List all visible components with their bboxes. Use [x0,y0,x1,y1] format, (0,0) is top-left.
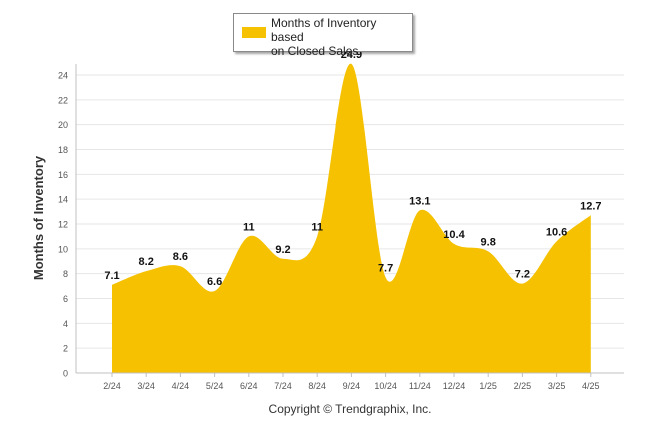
y-tick-label: 4 [63,319,68,329]
data-label: 9.2 [275,244,290,256]
legend-label: Months of Inventory based on Closed Sale… [271,16,411,58]
x-tick-label: 3/25 [548,381,566,391]
y-tick-label: 16 [58,170,68,180]
y-tick-label: 14 [58,195,68,205]
data-label: 13.1 [409,195,430,207]
data-label: 8.6 [173,251,188,263]
x-tick-label: 10/24 [374,381,397,391]
copyright-text: Copyright © Trendgraphix, Inc. [0,402,646,416]
data-label: 9.8 [481,236,496,248]
x-tick-label: 3/24 [137,381,155,391]
y-tick-label: 22 [58,95,68,105]
data-label: 7.7 [378,262,393,274]
y-axis-title: Months of Inventory [31,155,46,280]
data-label: 10.6 [546,226,567,238]
x-tick-label: 12/24 [443,381,466,391]
x-tick-label: 7/24 [274,381,292,391]
x-tick-label: 2/24 [103,381,121,391]
legend-label-line-1: Months of Inventory based [271,16,411,44]
data-label: 12.7 [580,200,601,212]
y-tick-label: 18 [58,145,68,155]
area-layer [112,64,591,373]
legend-swatch [242,27,266,38]
y-tick-label: 8 [63,269,68,279]
y-tick-label: 10 [58,244,68,254]
x-tick-label: 4/25 [582,381,600,391]
y-tick-label: 12 [58,220,68,230]
y-tick-label: 6 [63,294,68,304]
data-label: 7.1 [104,270,119,282]
data-label: 8.2 [139,256,154,268]
y-tick-label: 20 [58,120,68,130]
legend: Months of Inventory based on Closed Sale… [233,13,413,52]
data-label: 6.6 [207,276,222,288]
data-label: 11 [311,221,323,233]
x-tick-label: 6/24 [240,381,258,391]
x-tick-label: 11/24 [409,381,431,391]
y-tick-label: 2 [63,344,68,354]
x-tick-label: 2/25 [514,381,532,391]
x-tick-label: 9/24 [343,381,361,391]
x-tick-label: 5/24 [206,381,224,391]
y-tick-label: 0 [63,369,68,379]
x-tick-label: 4/24 [172,381,190,391]
data-label: 11 [243,221,255,233]
data-label: 7.2 [515,269,530,281]
legend-label-line-2: on Closed Sales [271,44,411,58]
x-tick-label: 1/25 [479,381,497,391]
data-label: 10.4 [443,229,465,241]
x-tick-label: 8/24 [308,381,326,391]
y-tick-label: 24 [58,71,68,81]
series-area [112,64,591,373]
